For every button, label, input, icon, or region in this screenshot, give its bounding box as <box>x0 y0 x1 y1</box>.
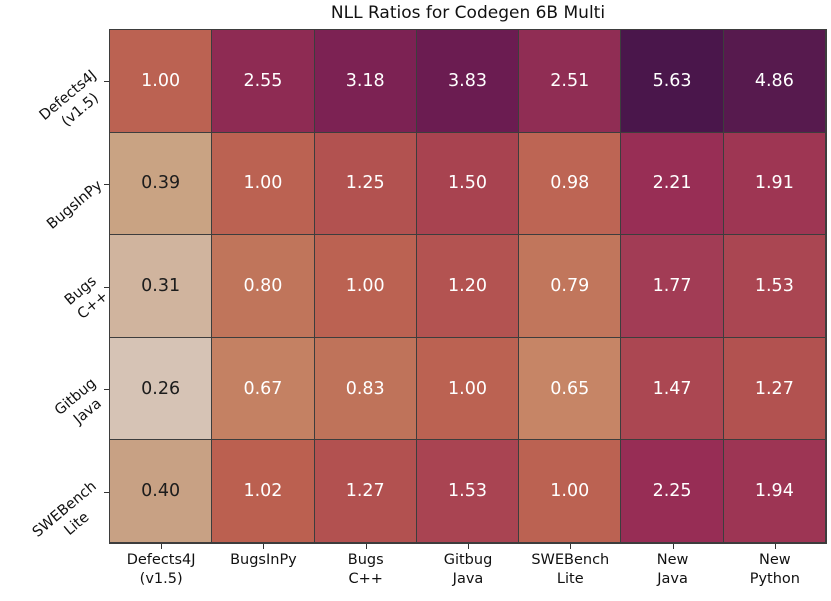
x-tick-label: BugsInPy <box>211 551 315 570</box>
x-tick-label-line: BugsInPy <box>230 552 297 568</box>
heatmap-cell: 1.00 <box>110 30 213 133</box>
x-tick-label-line: Java <box>452 570 484 587</box>
x-tick-label: New Java <box>621 551 725 589</box>
x-tick-label: SWEBench Lite <box>518 551 622 589</box>
heatmap-cell: 4.86 <box>723 30 826 133</box>
x-tick-label-line: New <box>656 552 689 568</box>
heatmap-cell: 3.83 <box>416 30 520 133</box>
x-tick-label: Gitbug Java <box>416 551 520 589</box>
heatmap-cell: 2.55 <box>212 30 315 133</box>
x-tick-label-line: Defects4J <box>126 552 196 568</box>
heatmap-cell: 1.27 <box>723 337 826 441</box>
heatmap-cell: 1.91 <box>723 132 826 236</box>
y-tick-mark <box>104 81 109 83</box>
heatmap-cell: 1.20 <box>416 235 520 338</box>
heatmap-cell: 0.39 <box>110 132 213 236</box>
x-tick-label-line: SWEBench <box>531 552 610 568</box>
y-tick-mark <box>104 183 109 185</box>
x-tick-mark <box>365 544 367 549</box>
y-tick-label: Defects4J (v1.5) <box>36 67 113 140</box>
heatmap-cell: 1.47 <box>621 337 724 441</box>
chart-title: NLL Ratios for Codegen 6B Multi <box>330 3 606 23</box>
x-tick-mark <box>774 544 776 549</box>
x-tick-label-line: New <box>759 552 791 568</box>
heatmap-cell: 0.40 <box>110 440 213 543</box>
x-tick-label: New Python <box>723 551 827 589</box>
heatmap-cell: 1.25 <box>314 132 417 236</box>
heatmap-cell: 1.27 <box>314 440 417 543</box>
heatmap-cell: 2.51 <box>519 30 622 133</box>
heatmap-cell: 1.94 <box>723 440 826 543</box>
x-tick-label-line: (v1.5) <box>139 570 183 587</box>
heatmap-cell: 0.79 <box>519 235 622 338</box>
heatmap-cell: 1.53 <box>416 440 520 543</box>
y-tick-mark <box>104 286 109 288</box>
x-tick-label-line: Gitbug <box>443 552 493 568</box>
heatmap-cell: 2.25 <box>621 440 724 543</box>
x-tick-label-line: Lite <box>556 570 584 587</box>
heatmap-cell: 1.53 <box>723 235 826 338</box>
y-tick-label: SWEBench Lite <box>29 477 113 556</box>
heatmap-cell: 1.77 <box>621 235 724 338</box>
heatmap-cell: 5.63 <box>621 30 724 133</box>
heatmap-cell: 1.50 <box>416 132 520 236</box>
heatmap-grid: 1.00 2.55 3.18 3.83 2.51 5.63 4.86 0.39 1.00 1.25… <box>110 30 826 543</box>
x-tick-label-line: Python <box>749 570 800 587</box>
heatmap-cell: 0.65 <box>519 337 622 441</box>
x-tick-label-line: C++ <box>348 570 383 587</box>
heatmap-cell: 1.00 <box>416 337 520 441</box>
x-tick-label-line: Java <box>657 570 688 587</box>
x-tick-mark <box>161 544 163 549</box>
x-tick-label: Bugs C++ <box>314 551 418 589</box>
heatmap-cell: 0.67 <box>212 337 315 441</box>
heatmap-cell: 1.02 <box>212 440 315 543</box>
y-tick-mark <box>104 491 109 493</box>
y-tick-label: BugsInPy <box>44 177 107 234</box>
heatmap-cell: 2.21 <box>621 132 724 236</box>
x-tick-label: Defects4J (v1.5) <box>109 551 213 589</box>
x-tick-mark <box>570 544 572 549</box>
y-tick-label-line: BugsInPy <box>44 177 106 233</box>
heatmap-cell: 1.00 <box>314 235 417 338</box>
x-tick-mark <box>672 544 674 549</box>
y-tick-label: Bugs C++ <box>61 272 113 324</box>
y-tick-label: Gitbug Java <box>52 375 113 435</box>
x-tick-label-line: Bugs <box>347 552 384 568</box>
heatmap-cell: 0.26 <box>110 337 213 441</box>
x-tick-mark <box>263 544 265 549</box>
heatmap-cell: 0.80 <box>212 235 315 338</box>
y-tick-mark <box>104 389 109 391</box>
heatmap-cell: 1.00 <box>519 440 622 543</box>
heatmap-cell: 3.18 <box>314 30 417 133</box>
heatmap-cell: 0.98 <box>519 132 622 236</box>
heatmap-cell: 0.83 <box>314 337 417 441</box>
heatmap-cell: 1.00 <box>212 132 315 236</box>
heatmap-cell: 0.31 <box>110 235 213 338</box>
x-tick-mark <box>468 544 469 549</box>
